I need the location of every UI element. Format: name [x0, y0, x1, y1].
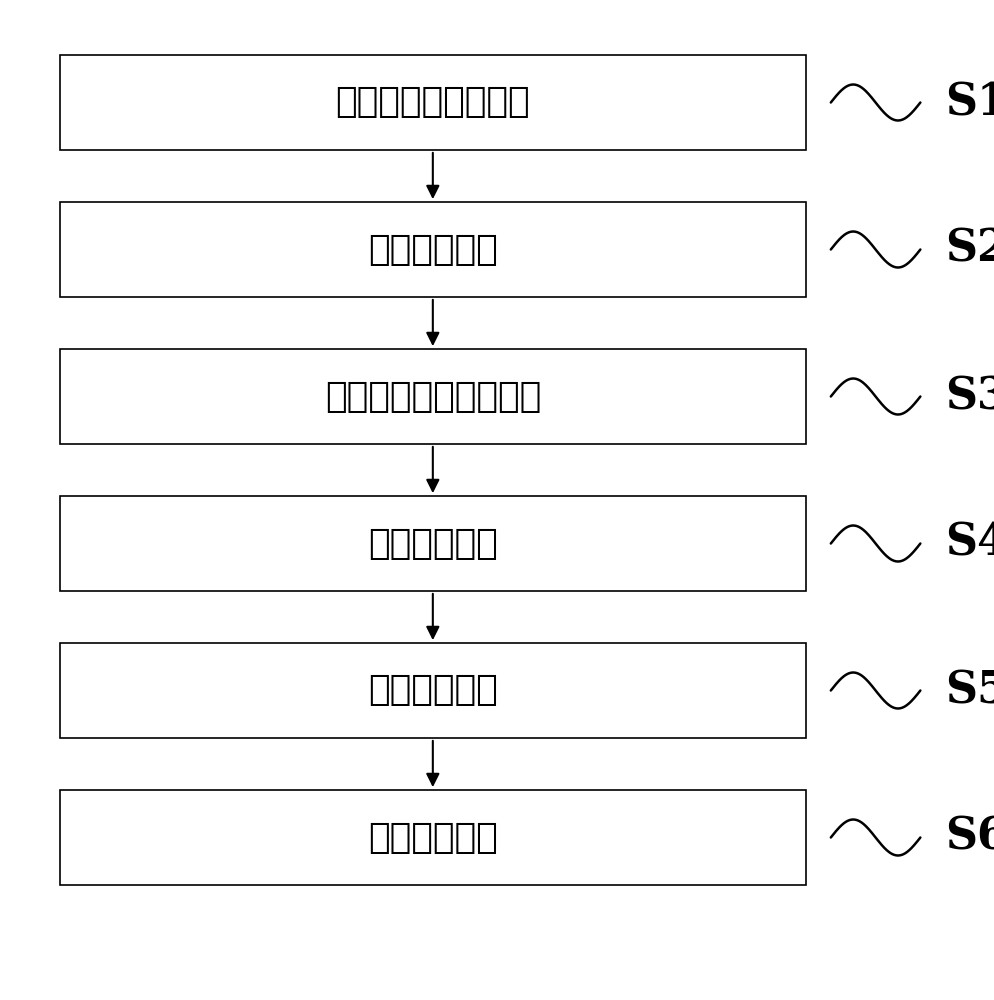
Text: 安装保温系统: 安装保温系统 [368, 674, 497, 708]
Text: 安装热处理保护系统: 安装热处理保护系统 [335, 86, 530, 119]
Text: S5: S5 [944, 669, 994, 712]
Bar [60, 790, 805, 885]
Text: S6: S6 [944, 816, 994, 859]
Text: 提供供油系统: 提供供油系统 [368, 820, 497, 854]
Bar [60, 496, 805, 591]
Text: 安装燃烧系统: 安装燃烧系统 [368, 232, 497, 266]
Text: S2: S2 [944, 228, 994, 271]
Text: 安装温度测量控制系统: 安装温度测量控制系统 [324, 380, 541, 414]
Text: 安装除尘系统: 安装除尘系统 [368, 526, 497, 560]
Bar [60, 349, 805, 444]
Text: S4: S4 [944, 522, 994, 565]
Bar [60, 643, 805, 738]
Bar [60, 55, 805, 150]
Text: S1: S1 [944, 81, 994, 124]
Text: S3: S3 [944, 375, 994, 418]
Bar [60, 202, 805, 297]
